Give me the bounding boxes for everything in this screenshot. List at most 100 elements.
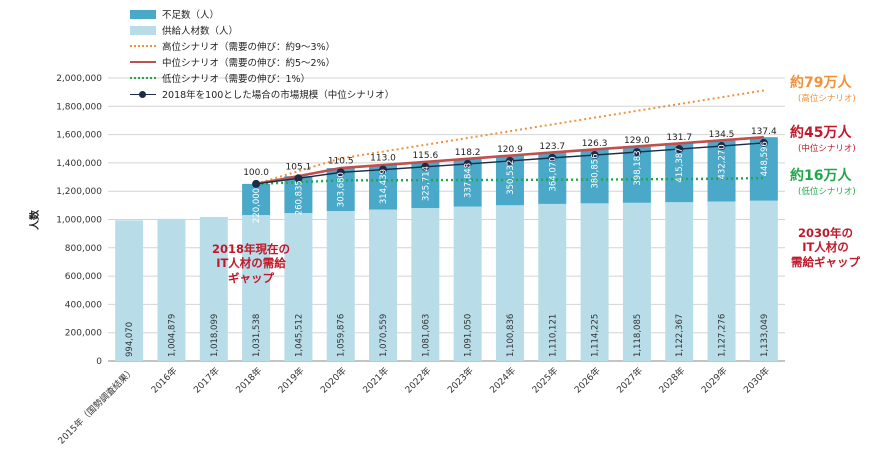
shortage-bar <box>242 183 271 216</box>
low-scenario-note: (低位シナリオ) <box>798 187 856 197</box>
shortage-bar <box>749 137 778 201</box>
shortage-value-label: 260,835 <box>294 180 304 215</box>
x-tick-label: 2023年 <box>445 365 476 396</box>
supply-bar <box>157 218 186 361</box>
market-index-point <box>421 162 430 171</box>
mid-scenario-value: 約45万人 <box>790 125 852 141</box>
supply-bar <box>284 213 313 361</box>
legend-swatch-mid <box>130 61 156 63</box>
supply-bar <box>622 202 651 361</box>
legend-swatch-market-index <box>130 90 156 98</box>
market-index-label: 137.4 <box>751 127 777 137</box>
supply-bar <box>453 206 482 361</box>
legend-label-mid: 中位シナリオ（需要の伸び：約5～2%） <box>162 58 336 69</box>
gap-2030-line-3: 需給ギャップ <box>791 254 860 269</box>
legend-swatch-shortage <box>130 9 156 19</box>
x-tick-label: 2020年 <box>318 365 349 396</box>
mid-scenario-note: (中位シナリオ) <box>798 144 856 154</box>
supply-bar <box>369 209 398 361</box>
supply-value-label: 994,070 <box>125 322 135 357</box>
high-scenario-note: (高位シナリオ) <box>798 94 856 104</box>
supply-bar <box>749 200 778 361</box>
supply-value-label: 1,114,225 <box>591 314 601 357</box>
x-tick-label: 2024年 <box>487 365 518 396</box>
market-index-label: 134.5 <box>709 130 735 140</box>
supply-value-label: 1,045,512 <box>294 314 304 357</box>
y-tick-label: 1,400,000 <box>56 159 102 169</box>
x-tick-label: 2022年 <box>402 365 433 396</box>
y-tick-label: 1,200,000 <box>56 187 102 197</box>
x-tick-label: 2025年 <box>529 365 560 396</box>
x-tick-label: 2028年 <box>656 365 687 396</box>
legend-item-shortage: 不足数（人） <box>130 6 394 22</box>
y-tick-label: 800,000 <box>65 244 102 254</box>
legend-item-market-index: 2018年を100とした場合の市場規模（中位シナリオ） <box>130 86 394 102</box>
x-tick-label: 2018年 <box>233 365 264 396</box>
supply-value-label: 1,127,276 <box>718 314 728 357</box>
legend-swatch-supply <box>130 25 156 35</box>
high-scenario-value: 約79万人 <box>790 75 852 91</box>
market-index-point <box>759 138 768 147</box>
y-tick-label: 400,000 <box>65 300 102 310</box>
x-tick-label: 2029年 <box>699 365 730 396</box>
legend-item-high: 高位シナリオ（需要の伸び：約9～3%） <box>130 38 394 54</box>
supply-value-label: 1,110,121 <box>548 314 558 357</box>
supply-value-label: 1,018,099 <box>210 314 220 357</box>
y-tick-label: 1,000,000 <box>56 216 102 226</box>
shortage-value-label: 337,848 <box>464 163 474 198</box>
market-index-label: 113.0 <box>370 154 396 164</box>
legend-label-shortage: 不足数（人） <box>162 10 220 21</box>
legend-label-supply: 供給人材数（人） <box>162 26 239 37</box>
legend-item-supply: 供給人材数（人） <box>130 22 394 38</box>
y-tick-label: 0 <box>96 357 102 367</box>
mid-scenario-line <box>255 135 764 186</box>
market-index-label: 123.7 <box>539 142 565 152</box>
legend-swatch-high <box>130 45 156 47</box>
legend-label-market-index: 2018年を100とした場合の市場規模（中位シナリオ） <box>162 90 395 101</box>
supply-value-label: 1,070,559 <box>379 314 389 357</box>
market-index-point <box>675 145 684 154</box>
supply-value-label: 1,004,879 <box>167 314 177 357</box>
supply-value-label: 1,081,063 <box>421 314 431 357</box>
market-index-point <box>252 179 261 188</box>
low-scenario-value: 約16万人 <box>790 168 852 184</box>
market-index-label: 115.6 <box>412 151 438 161</box>
shortage-value-label: 432,270 <box>718 144 728 179</box>
market-index-label: 105.1 <box>286 162 312 172</box>
shortage-value-label: 325,714 <box>421 166 431 201</box>
legend-label-high: 高位シナリオ（需要の伸び：約9～3%） <box>162 42 336 53</box>
gap-2030-line-2: IT人材の <box>802 240 849 255</box>
legend-item-low: 低位シナリオ（需要の伸び：1%） <box>130 70 394 86</box>
gap-2018-line-2: IT人材の需給 <box>216 256 286 271</box>
x-tick-label: 2026年 <box>572 365 603 396</box>
market-index-point <box>379 165 388 174</box>
shortage-value-label: 398,183 <box>633 150 643 185</box>
shortage-value-label: 350,532 <box>506 160 516 195</box>
supply-value-label: 1,133,049 <box>760 314 770 357</box>
market-index-label: 100.0 <box>243 168 269 178</box>
supply-bar <box>495 205 524 361</box>
shortage-value-label: 415,387 <box>675 147 685 182</box>
y-tick-label: 2,000,000 <box>56 74 102 84</box>
gap-2018-line-1: 2018年現在の <box>212 242 291 256</box>
supply-value-label: 1,059,876 <box>337 314 347 357</box>
market-index-point <box>294 174 303 183</box>
legend-label-low: 低位シナリオ（需要の伸び：1%） <box>162 74 311 85</box>
market-index-label: 126.3 <box>582 139 608 149</box>
low-scenario-callout: 約16万人 (低位シナリオ) <box>790 165 856 197</box>
shortage-value-label: 314,439 <box>379 169 389 204</box>
legend-swatch-low <box>130 77 156 79</box>
x-tick-label: 2021年 <box>360 365 391 396</box>
market-index-point <box>548 153 557 162</box>
supply-value-label: 1,031,538 <box>252 314 262 357</box>
shortage-value-label: 220,000 <box>252 188 262 223</box>
gap-2030-line-1: 2030年の <box>797 226 853 240</box>
supply-value-label: 1,122,367 <box>675 314 685 357</box>
high-scenario-line <box>255 89 765 185</box>
market-index-point <box>505 156 514 165</box>
x-tick-label: 2017年 <box>191 365 222 396</box>
x-tick-label: 2016年 <box>149 365 180 396</box>
y-axis-label: 人数 <box>28 209 41 230</box>
market-index-point <box>590 151 599 160</box>
mid-scenario-callout: 約45万人 (中位シナリオ) <box>790 122 856 154</box>
